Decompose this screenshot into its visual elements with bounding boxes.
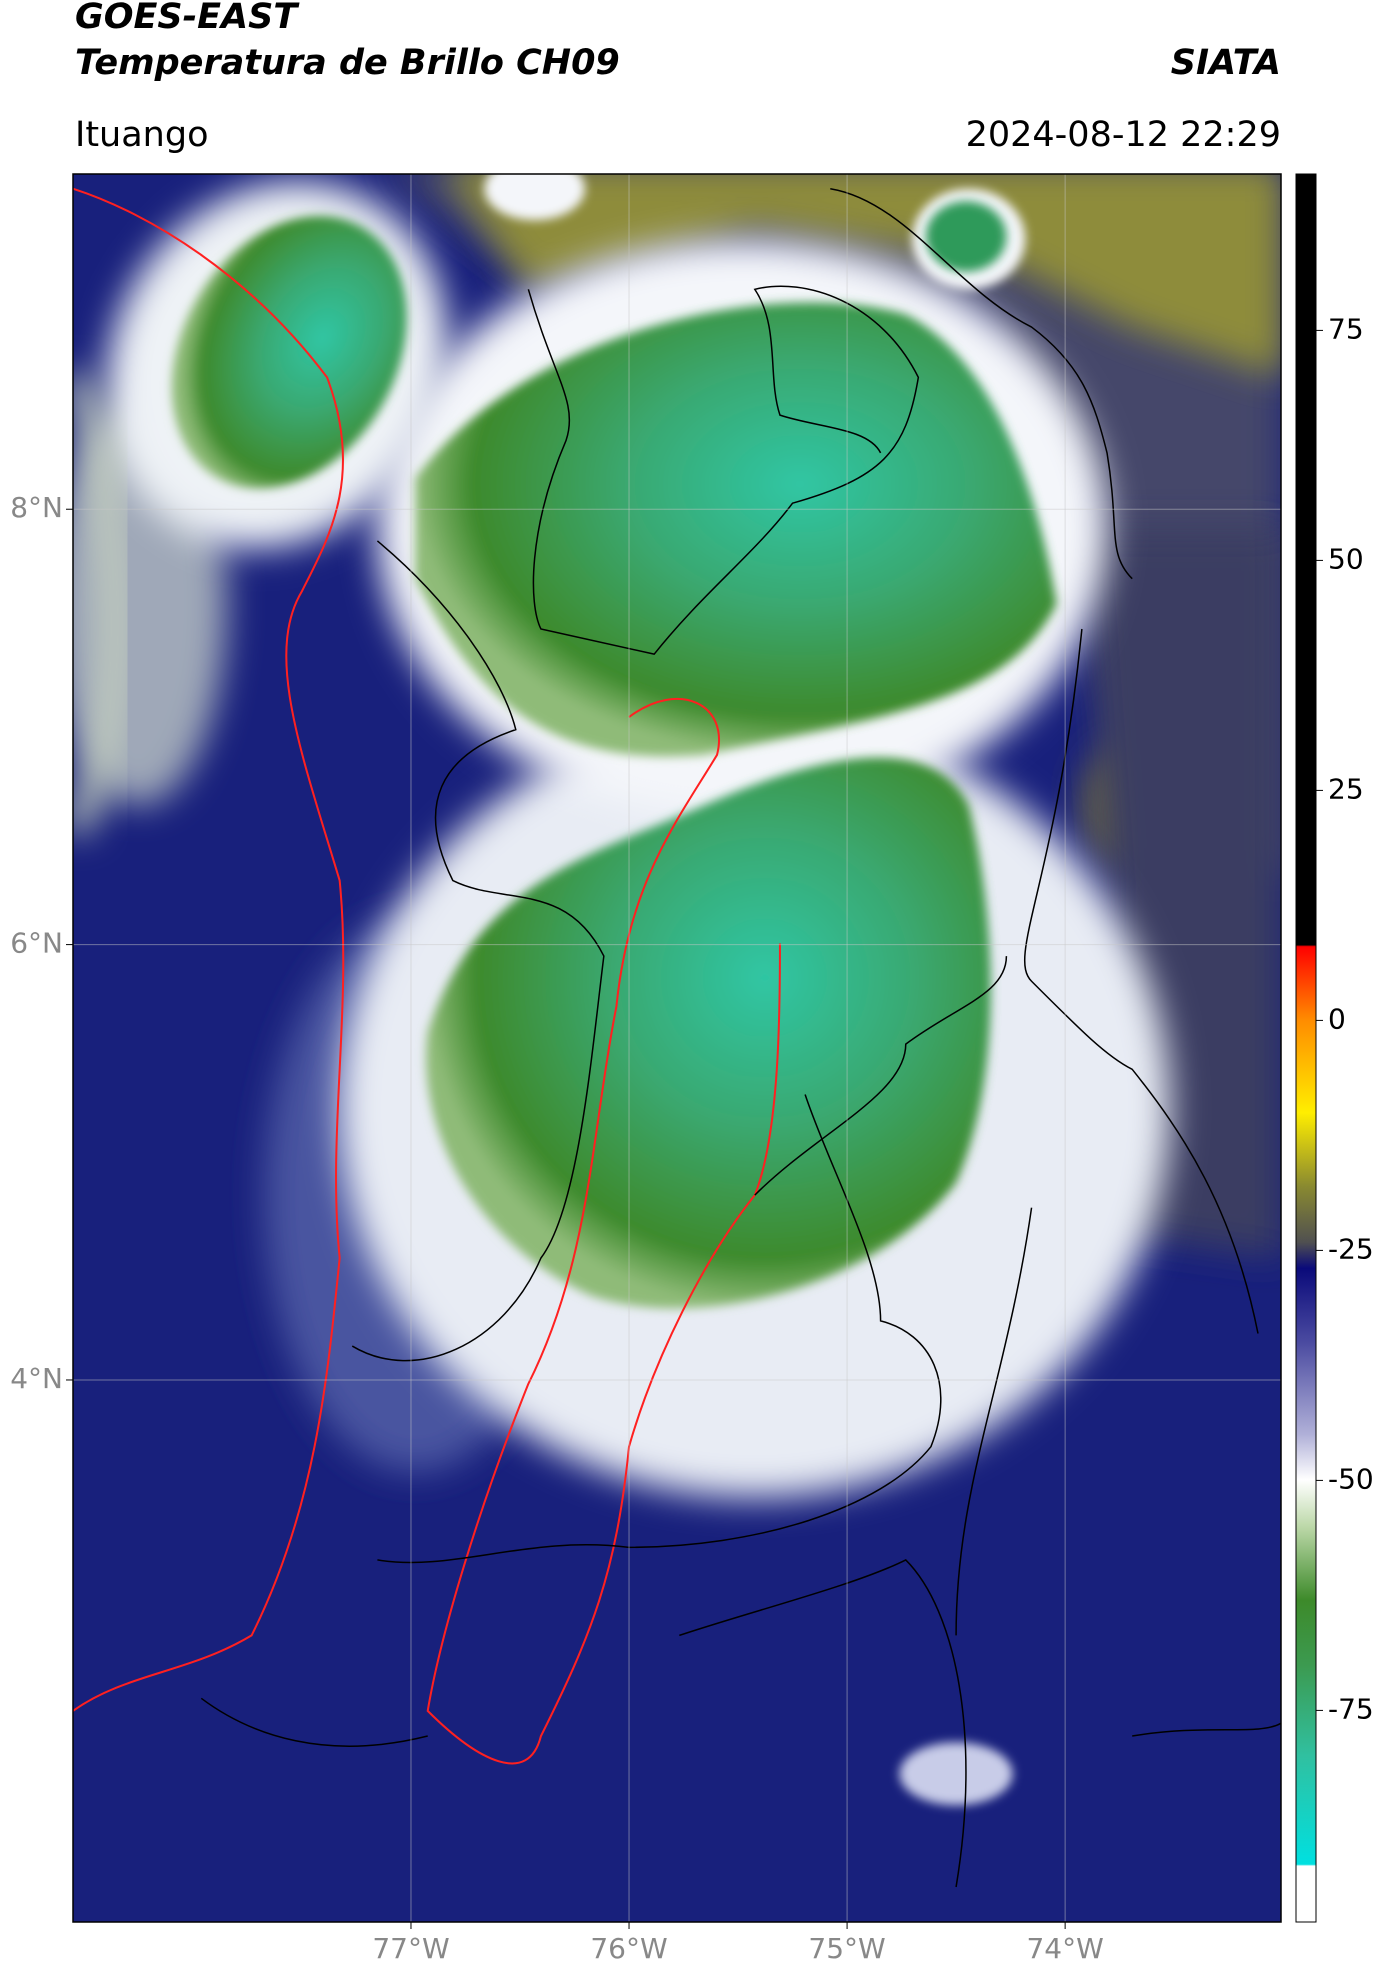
grid — [73, 174, 1281, 1922]
timestamp: 2024-08-12 22:29 — [966, 115, 1281, 155]
map-frame — [72, 173, 1282, 1923]
x-tick-label: 75°W — [808, 1932, 885, 1965]
y-tick-label: 8°N — [10, 491, 63, 524]
colorbar-tick-label: 50 — [1328, 542, 1364, 575]
x-tick-label: 76°W — [590, 1932, 667, 1965]
source: SIATA — [1171, 43, 1281, 83]
colorbar-tick-label: 0 — [1328, 1002, 1346, 1035]
colorbar — [1295, 173, 1317, 1923]
colorbar-tick-label: -50 — [1328, 1462, 1374, 1495]
y-tick-label: 6°N — [10, 927, 63, 960]
subtitle: Temperatura de Brillo CH09 — [75, 43, 620, 83]
x-tick-label: 77°W — [372, 1932, 449, 1965]
y-tick-label: 4°N — [10, 1362, 63, 1395]
satellite-image — [73, 174, 1281, 1922]
colorbar-tick-label: -75 — [1328, 1692, 1374, 1725]
location: Ituango — [75, 115, 209, 155]
x-tick-label: 74°W — [1026, 1932, 1103, 1965]
title: GOES-EAST — [75, 0, 300, 37]
colorbar-tick-label: 75 — [1328, 312, 1364, 345]
colorbar-tick-label: 25 — [1328, 772, 1364, 805]
colorbar-tick-label: -25 — [1328, 1232, 1374, 1265]
